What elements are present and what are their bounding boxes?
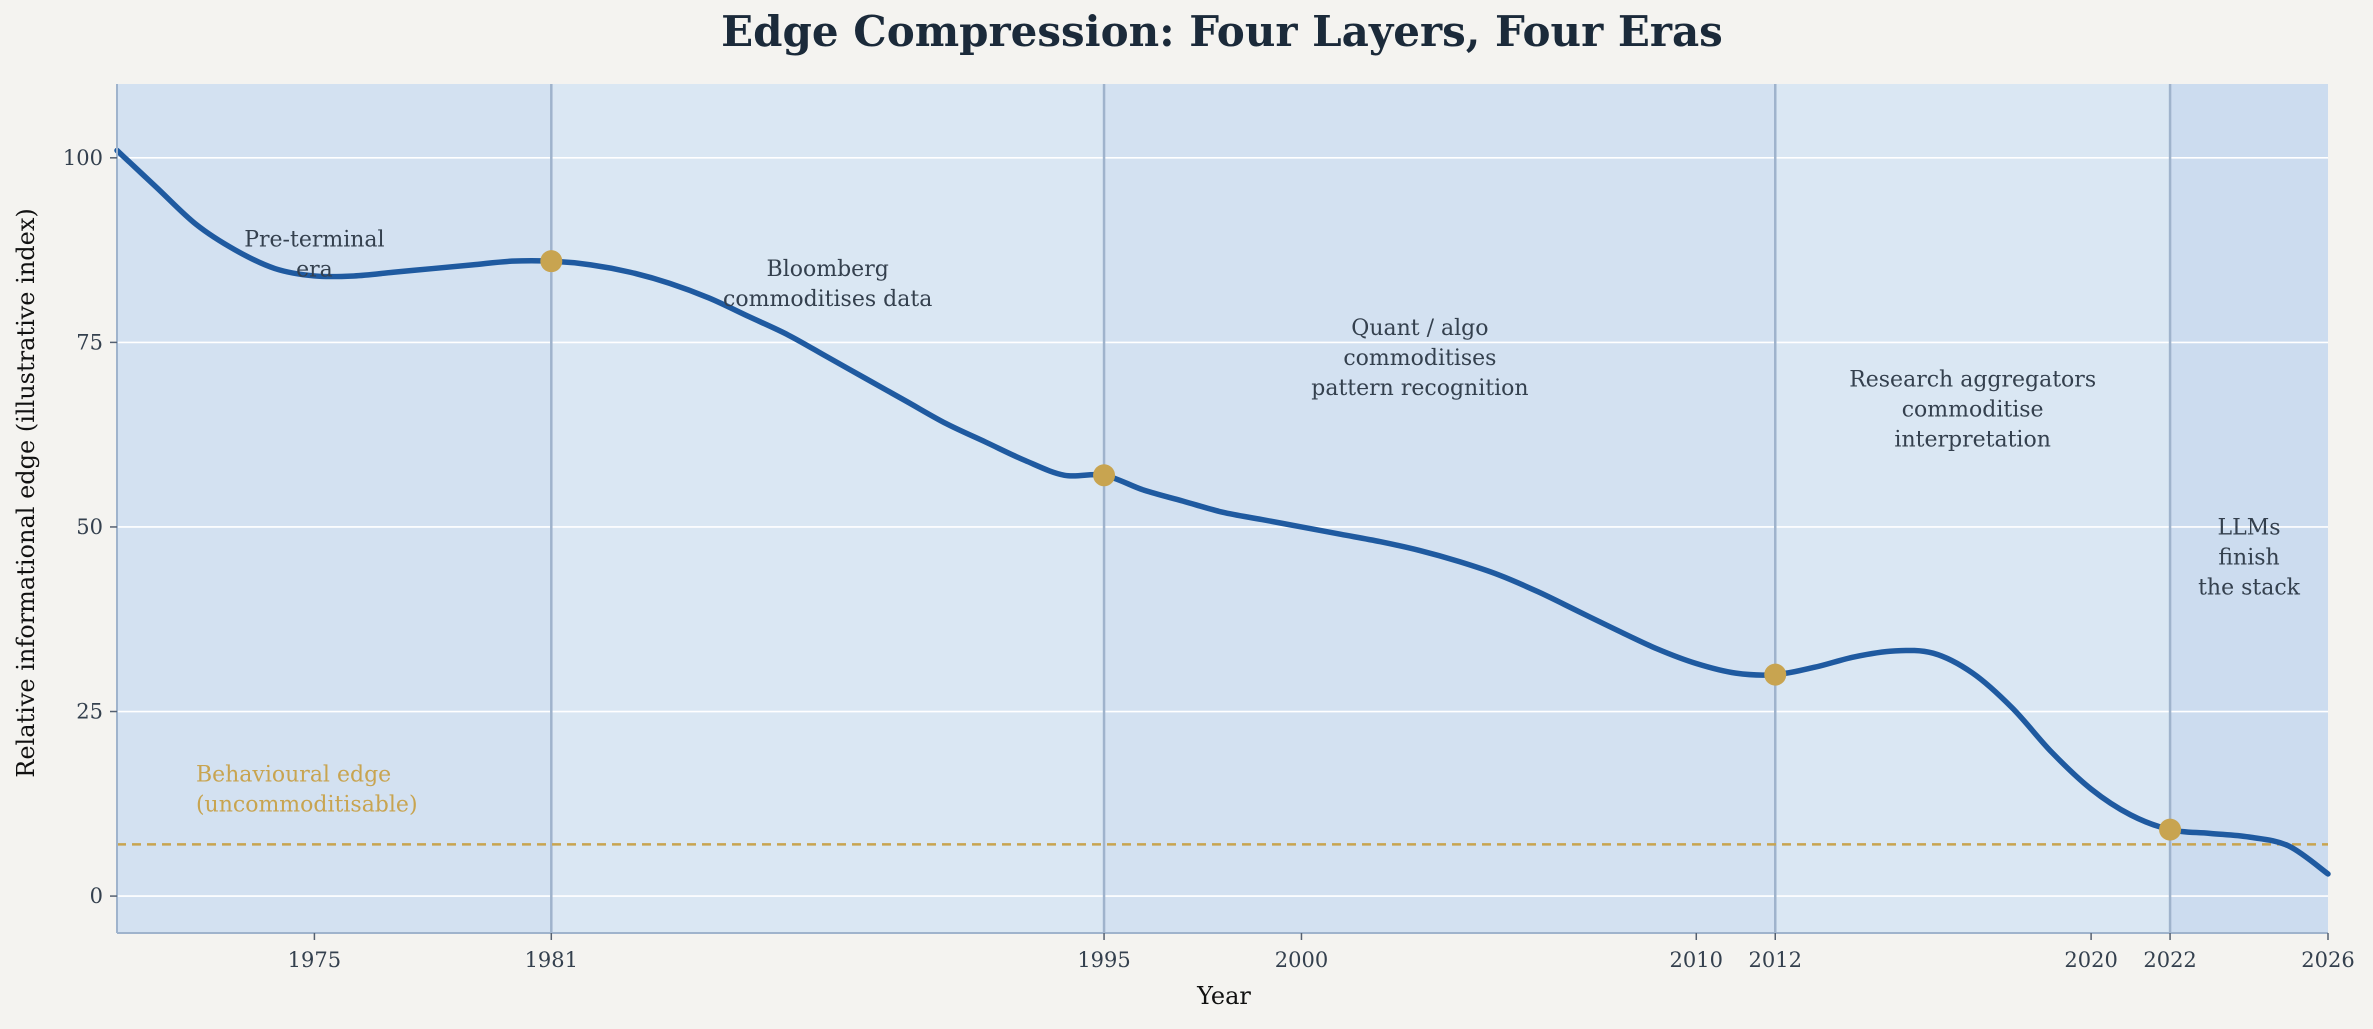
y-tick-label-25: 25 — [76, 700, 103, 724]
behavioural-floor: Behavioural edge (uncommoditisable) — [117, 763, 2328, 846]
era-label-3: Quant / algo commoditises pattern recognit… — [1311, 316, 1528, 401]
floor-label: Behavioural edge (uncommoditisable) — [196, 763, 418, 818]
era-label-line: finish — [2218, 545, 2279, 570]
floor-label-line: (uncommoditisable) — [196, 793, 418, 818]
era-labels: Pre-terminal era Bloomberg commoditises dat… — [244, 227, 2300, 600]
floor-label-line: Behavioural edge — [196, 763, 391, 788]
x-axis-ticks: 1975 1981 1995 2000 2010 2012 2020 2022 2026 — [288, 933, 2355, 972]
era-label-4: Research aggregators commoditise interpret… — [1849, 368, 2096, 453]
era-label-line: commoditise — [1902, 398, 2044, 423]
era-band-2 — [551, 84, 1105, 933]
grid-lines — [117, 157, 2328, 897]
era-label-line: the stack — [2198, 575, 2301, 600]
x-tick-label-2022: 2022 — [2143, 948, 2196, 972]
milestone-marker-2012 — [1764, 663, 1787, 686]
x-tick-label-2026: 2026 — [2301, 948, 2354, 972]
axes — [116, 84, 2328, 934]
era-shades — [117, 84, 2328, 933]
x-tick-label-2020: 2020 — [2064, 948, 2117, 972]
era-band-5 — [2170, 84, 2328, 933]
series-line-1 — [114, 147, 2331, 877]
era-label-line: Quant / algo — [1351, 316, 1488, 341]
y-axis-label: Relative informational edge (illustrativ… — [12, 208, 40, 777]
era-band-4 — [1775, 84, 2171, 933]
milestone-marker-1981 — [540, 250, 563, 273]
x-tick-label-2012: 2012 — [1749, 948, 1802, 972]
era-label-line: commoditises — [1343, 346, 1496, 371]
chart-title: Edge Compression: Four Layers, Four Eras — [721, 7, 1723, 56]
era-label-1: Pre-terminal era — [244, 227, 384, 282]
x-tick-label-1981: 1981 — [525, 948, 578, 972]
x-tick-label-2010: 2010 — [1670, 948, 1723, 972]
era-dividers — [550, 84, 2172, 933]
milestone-markers — [540, 250, 2182, 841]
era-label-line: era — [296, 257, 333, 282]
x-tick-label-1995: 1995 — [1077, 948, 1130, 972]
era-label-line: interpretation — [1894, 428, 2050, 453]
y-tick-label-75: 75 — [76, 330, 103, 354]
era-label-2: Bloomberg commoditises data — [723, 257, 932, 312]
y-tick-label-50: 50 — [76, 515, 103, 539]
era-label-5: LLMs finish the stack — [2198, 515, 2301, 600]
y-tick-label-0: 0 — [90, 884, 103, 908]
y-axis-ticks: 0 25 50 75 100 — [63, 146, 117, 908]
series-group — [114, 147, 2331, 877]
x-axis-label: Year — [1196, 982, 1251, 1010]
era-label-line: commoditises data — [723, 287, 932, 312]
milestone-marker-2022 — [2159, 818, 2182, 841]
milestone-marker-1995 — [1093, 464, 1116, 487]
y-tick-label-100: 100 — [63, 146, 103, 170]
era-label-line: LLMs — [2218, 515, 2281, 540]
x-tick-label-1975: 1975 — [288, 948, 341, 972]
era-label-line: Research aggregators — [1849, 368, 2096, 393]
era-label-line: Pre-terminal — [244, 227, 384, 252]
x-tick-label-2000: 2000 — [1275, 948, 1328, 972]
era-label-line: Bloomberg — [767, 257, 889, 282]
era-band-1 — [117, 84, 552, 933]
era-label-line: pattern recognition — [1311, 376, 1528, 401]
